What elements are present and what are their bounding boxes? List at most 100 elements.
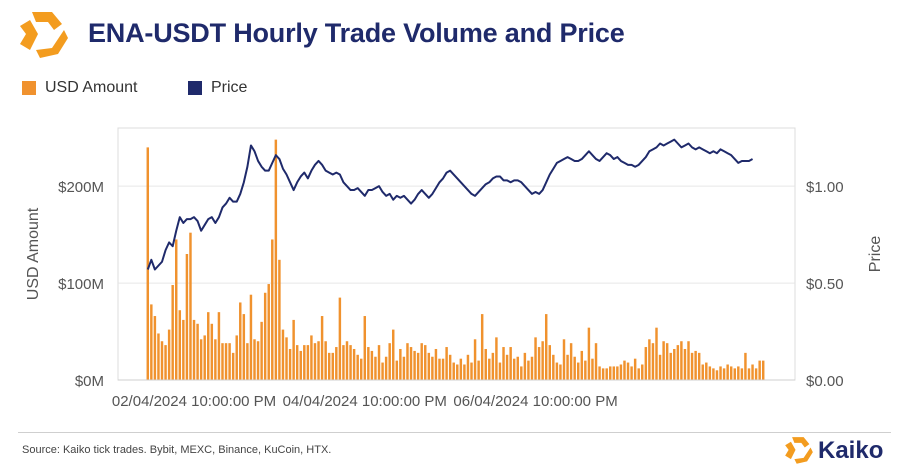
volume-bar	[722, 368, 726, 380]
volume-bar	[512, 358, 516, 380]
volume-bar	[580, 350, 584, 380]
volume-bar	[594, 343, 598, 380]
volume-bar	[175, 239, 178, 380]
volume-bar	[160, 341, 164, 380]
volume-bar	[249, 294, 253, 380]
legend-swatch-price	[188, 81, 202, 95]
volume-bar	[395, 360, 399, 380]
volume-bar	[299, 350, 302, 380]
x-tick-label: 04/04/2024 10:00:00 PM	[283, 393, 447, 410]
volume-bar	[221, 343, 224, 380]
volume-bar	[598, 366, 601, 380]
volume-bar	[470, 362, 473, 380]
volume-bar	[609, 366, 612, 380]
volume-bar	[267, 284, 270, 380]
volume-bar	[274, 139, 278, 380]
volume-bar	[751, 364, 754, 380]
volume-bar	[263, 292, 267, 380]
volume-bar	[317, 341, 320, 380]
y-right-tick-label: $1.00	[806, 179, 844, 196]
footer-divider	[18, 432, 891, 433]
kaiko-brand-icon	[785, 437, 813, 464]
volume-bar	[292, 319, 295, 380]
volume-bar	[669, 352, 672, 380]
volume-bar	[260, 321, 263, 380]
volume-bar	[185, 254, 189, 380]
volume-bar	[295, 345, 299, 380]
volume-bar	[367, 347, 370, 380]
volume-bar	[203, 335, 206, 380]
volume-bar	[541, 341, 544, 380]
volume-bar	[665, 343, 669, 380]
volume-bar	[587, 327, 591, 380]
volume-bar	[420, 343, 423, 380]
y-right-axis-title: Price	[867, 236, 884, 273]
volume-bar	[331, 352, 334, 380]
volume-bar	[441, 358, 445, 380]
volume-bar	[633, 358, 637, 380]
volume-bar	[207, 312, 210, 380]
volume-bar	[683, 348, 687, 380]
y-left-tick-label: $200M	[58, 179, 104, 196]
volume-bar	[424, 345, 427, 380]
volume-bar	[584, 360, 587, 380]
x-tick-label: 02/04/2024 10:00:00 PM	[112, 393, 276, 410]
volume-bar	[164, 345, 167, 380]
volume-bar	[733, 368, 736, 380]
volume-bar	[484, 348, 487, 380]
volume-bar	[342, 345, 345, 380]
volume-bar	[676, 345, 680, 380]
volume-bar	[761, 360, 765, 380]
volume-bar	[324, 341, 327, 380]
volume-bar	[445, 347, 448, 380]
volume-bar	[747, 368, 751, 380]
volume-bar	[463, 364, 466, 380]
y-right-tick-label: $0.50	[806, 276, 844, 293]
volume-bar	[577, 362, 580, 380]
volume-bar	[726, 364, 729, 380]
volume-bar	[427, 352, 431, 380]
volume-bar	[740, 368, 744, 380]
volume-bar	[480, 314, 484, 380]
volume-bar	[167, 329, 171, 380]
volume-bar	[459, 358, 463, 380]
volume-bar	[601, 368, 605, 380]
volume-bar	[345, 341, 349, 380]
volume-bar	[178, 310, 182, 380]
volume-bar	[214, 339, 217, 380]
volume-bar	[626, 362, 630, 380]
volume-bar	[477, 360, 480, 380]
legend-item-usd-amount: USD Amount	[22, 79, 137, 97]
volume-bar	[246, 343, 249, 380]
volume-bar	[189, 232, 192, 380]
volume-bar	[327, 352, 331, 380]
volume-bar	[569, 343, 573, 380]
volume-bar	[534, 337, 537, 380]
volume-bar	[381, 362, 384, 380]
volume-bar	[434, 348, 438, 380]
volume-bar	[655, 327, 658, 380]
volume-bar	[744, 352, 747, 380]
volume-bar	[285, 337, 288, 380]
volume-bar	[491, 352, 495, 380]
volume-bar	[288, 348, 292, 380]
volume-bar	[466, 354, 470, 380]
legend-label-usd-amount: USD Amount	[45, 79, 138, 96]
volume-bar	[306, 345, 310, 380]
volume-bar	[719, 366, 722, 380]
volume-bar	[630, 366, 633, 380]
volume-bar	[157, 333, 160, 380]
volume-bar	[737, 366, 740, 380]
volume-bar	[182, 319, 185, 380]
volume-bar	[320, 316, 324, 380]
volume-bar	[473, 339, 477, 380]
volume-bar	[516, 356, 519, 380]
volume-bar	[754, 368, 758, 380]
volume-bar	[217, 312, 221, 380]
volume-bar	[448, 354, 452, 380]
volume-bar	[413, 350, 416, 380]
volume-bar	[498, 362, 502, 380]
source-note: Source: Kaiko tick trades. Bybit, MEXC, …	[22, 444, 332, 456]
volume-bar	[171, 285, 174, 380]
volume-bar	[242, 314, 246, 380]
